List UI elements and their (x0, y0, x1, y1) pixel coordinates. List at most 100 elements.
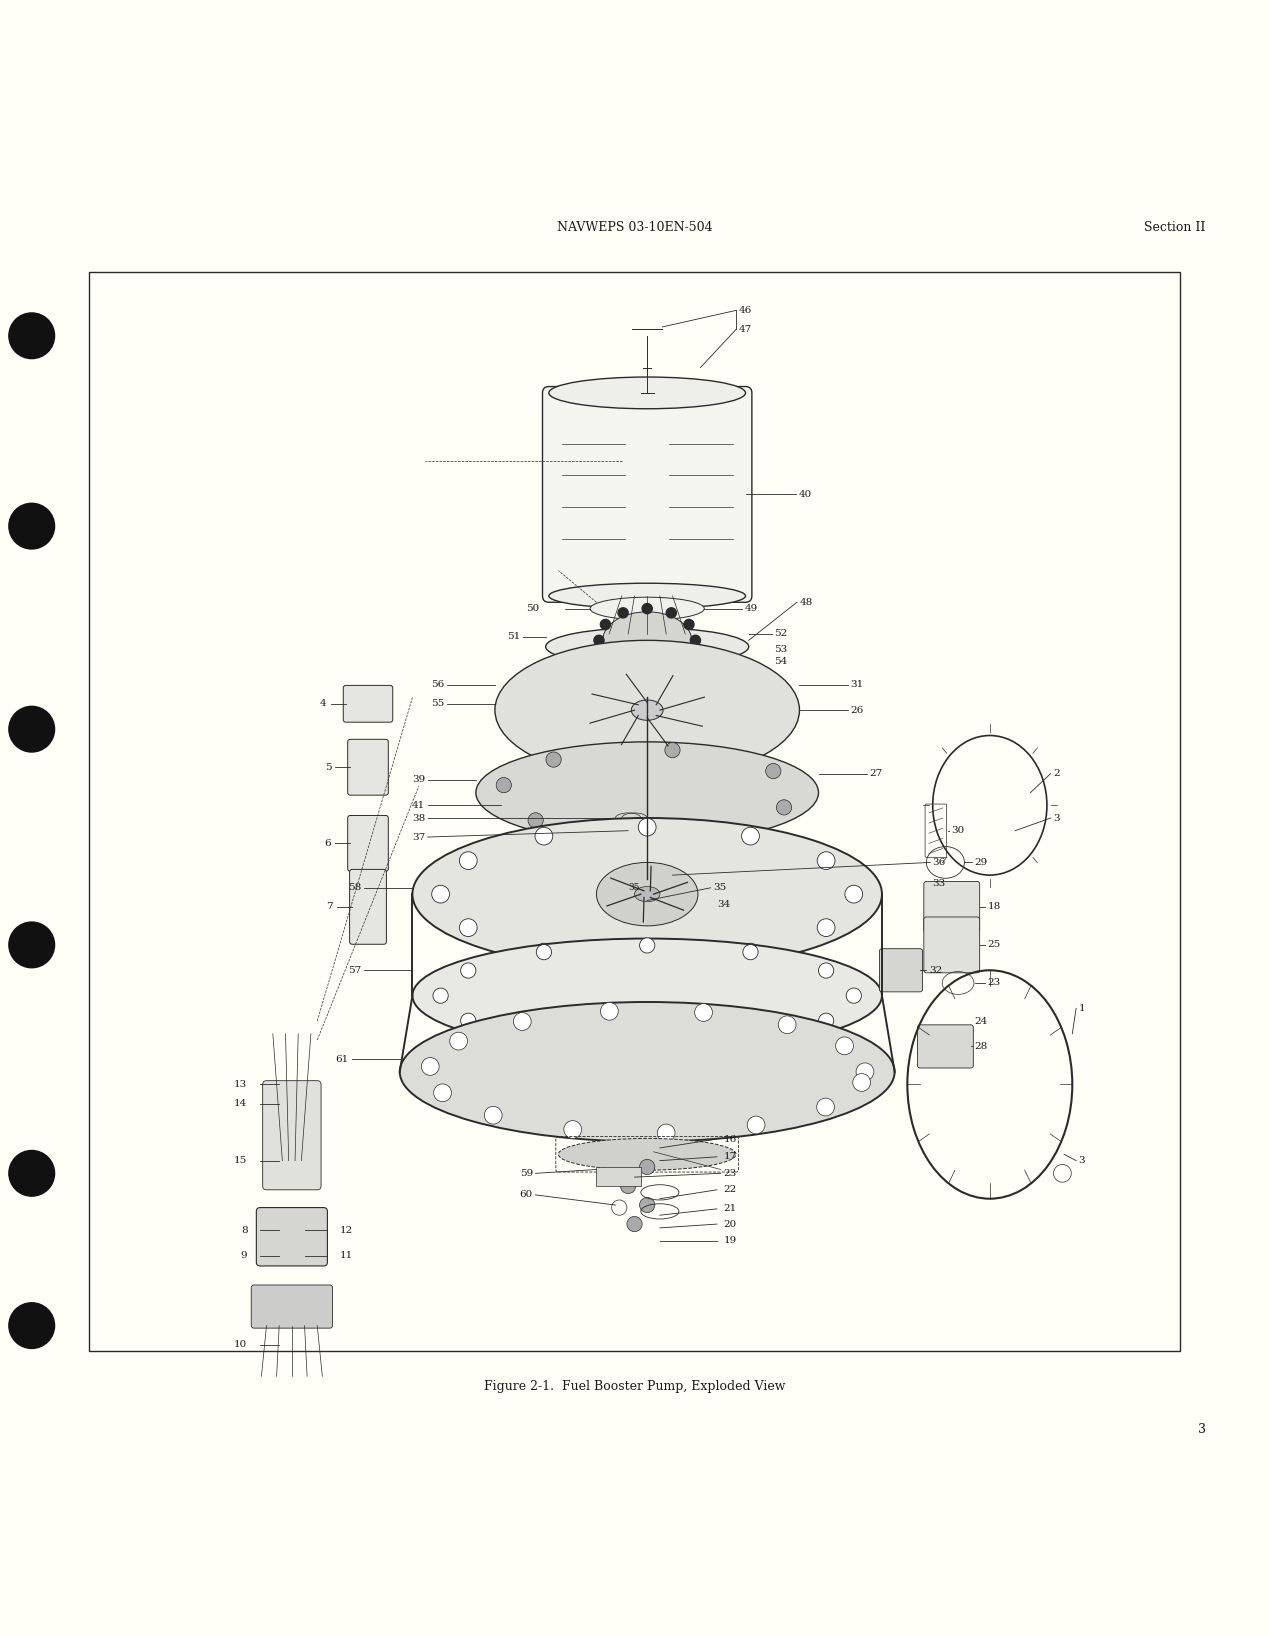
Text: 19: 19 (723, 1237, 736, 1245)
Circle shape (638, 818, 656, 836)
Text: 27: 27 (869, 769, 882, 779)
Circle shape (742, 1032, 758, 1047)
Circle shape (741, 944, 759, 960)
Text: 28: 28 (975, 1042, 987, 1050)
Circle shape (836, 1037, 854, 1055)
Text: 14: 14 (235, 1099, 247, 1108)
Circle shape (665, 743, 680, 757)
Circle shape (421, 1057, 439, 1075)
Text: 11: 11 (340, 1252, 353, 1260)
Circle shape (9, 1302, 55, 1348)
Circle shape (638, 952, 656, 970)
Circle shape (845, 885, 863, 903)
Circle shape (600, 1003, 618, 1021)
Circle shape (431, 885, 449, 903)
Circle shape (594, 635, 604, 646)
Text: 20: 20 (723, 1219, 736, 1229)
Ellipse shape (548, 584, 746, 609)
Text: 2: 2 (1053, 769, 1060, 779)
Circle shape (666, 663, 676, 672)
Text: 9: 9 (241, 1252, 247, 1260)
Circle shape (9, 1150, 55, 1196)
Text: 56: 56 (431, 681, 444, 689)
Text: 49: 49 (745, 604, 758, 614)
Text: 47: 47 (739, 326, 751, 334)
FancyBboxPatch shape (543, 386, 751, 602)
Circle shape (433, 988, 448, 1003)
Circle shape (537, 944, 552, 960)
Text: 33: 33 (933, 880, 945, 888)
Text: 58: 58 (349, 883, 362, 892)
Text: 7: 7 (326, 903, 332, 911)
Circle shape (9, 504, 55, 550)
Circle shape (618, 609, 628, 618)
Circle shape (461, 1013, 476, 1029)
Text: 40: 40 (799, 489, 812, 499)
Text: 35: 35 (713, 883, 726, 892)
Text: 4: 4 (320, 699, 326, 708)
FancyBboxPatch shape (924, 918, 980, 973)
Ellipse shape (548, 376, 746, 409)
Text: 22: 22 (723, 1186, 736, 1194)
FancyBboxPatch shape (348, 739, 388, 795)
Circle shape (536, 944, 553, 960)
Circle shape (618, 663, 628, 672)
Circle shape (496, 777, 511, 793)
Text: 21: 21 (723, 1204, 736, 1214)
Text: 34: 34 (717, 900, 730, 908)
Circle shape (600, 651, 610, 661)
Text: 26: 26 (850, 705, 863, 715)
Text: 12: 12 (340, 1225, 353, 1235)
Circle shape (684, 651, 694, 661)
Circle shape (640, 937, 655, 954)
Text: 46: 46 (739, 306, 751, 314)
Circle shape (642, 667, 652, 677)
FancyBboxPatch shape (349, 869, 387, 944)
Circle shape (459, 919, 477, 936)
Circle shape (600, 620, 610, 630)
Circle shape (846, 988, 862, 1003)
Ellipse shape (596, 862, 698, 926)
Text: 48: 48 (799, 597, 812, 607)
Text: 23: 23 (723, 1168, 736, 1178)
Circle shape (546, 753, 561, 767)
Text: 57: 57 (349, 965, 362, 975)
FancyBboxPatch shape (256, 1207, 327, 1266)
Ellipse shape (412, 939, 882, 1052)
Circle shape (640, 1039, 655, 1054)
Circle shape (528, 813, 543, 828)
Text: 60: 60 (520, 1191, 533, 1199)
Text: 55: 55 (431, 699, 444, 708)
Text: 3: 3 (1198, 1423, 1206, 1436)
Circle shape (642, 604, 652, 614)
Circle shape (621, 1178, 636, 1194)
Ellipse shape (603, 612, 692, 669)
Circle shape (742, 944, 758, 960)
Ellipse shape (632, 700, 662, 720)
Circle shape (657, 1124, 675, 1142)
Circle shape (690, 635, 700, 646)
Circle shape (819, 964, 834, 978)
Circle shape (741, 828, 759, 846)
Circle shape (817, 852, 835, 869)
Text: 8: 8 (241, 1225, 247, 1235)
Text: 35: 35 (628, 883, 641, 892)
Ellipse shape (400, 1001, 895, 1142)
Circle shape (434, 1085, 452, 1101)
FancyBboxPatch shape (251, 1284, 332, 1328)
Circle shape (640, 1160, 655, 1175)
Text: 25: 25 (987, 941, 1000, 949)
FancyBboxPatch shape (263, 1081, 321, 1189)
Text: Figure 2-1.  Fuel Booster Pump, Exploded View: Figure 2-1. Fuel Booster Pump, Exploded … (483, 1381, 786, 1392)
Text: 1: 1 (1079, 1005, 1085, 1013)
Ellipse shape (546, 628, 749, 666)
Text: 3: 3 (1079, 1157, 1085, 1165)
Circle shape (765, 764, 780, 779)
Circle shape (627, 1217, 642, 1232)
Text: 23: 23 (987, 978, 1000, 988)
Text: 24: 24 (975, 1016, 987, 1026)
Text: 36: 36 (933, 857, 945, 867)
Bar (596, 1166, 641, 1186)
Circle shape (694, 1003, 712, 1021)
Ellipse shape (634, 887, 660, 901)
